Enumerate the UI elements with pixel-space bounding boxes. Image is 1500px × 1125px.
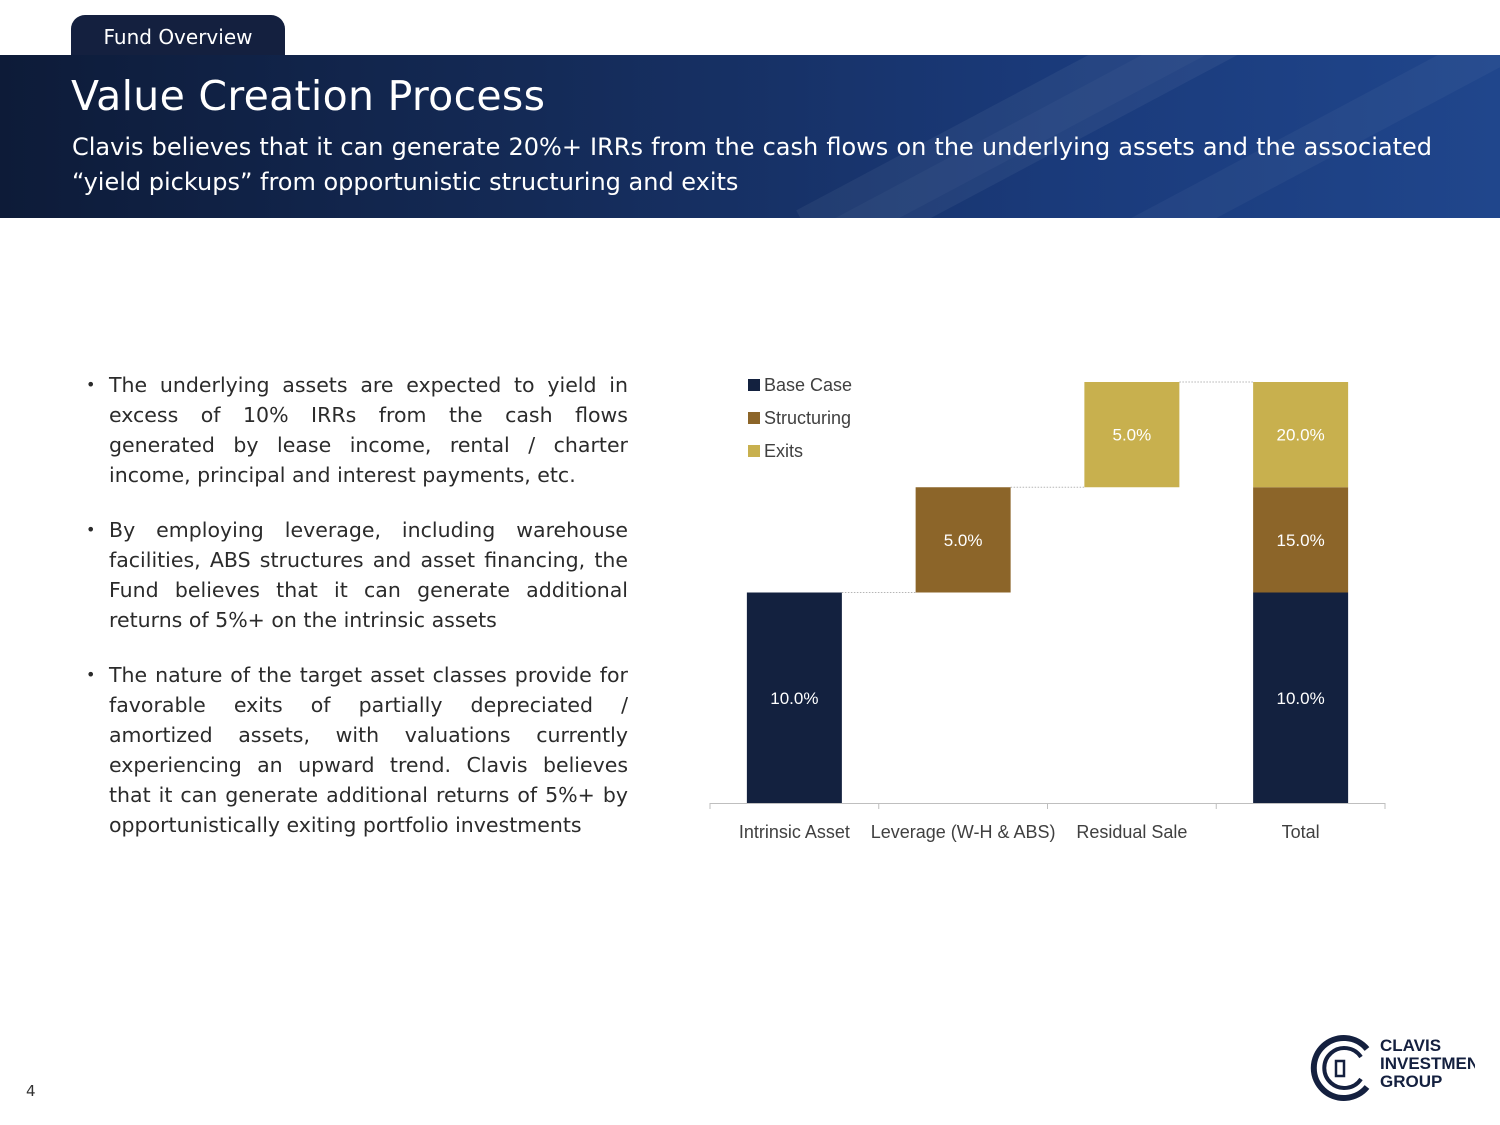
data-label: 20.0% (1277, 426, 1325, 445)
x-tick-label: Total (1282, 822, 1320, 842)
bullet-list: The underlying assets are expected to yi… (86, 370, 628, 865)
logo-mark-icon (1310, 1035, 1370, 1101)
bar (915, 487, 1011, 593)
page-subtitle: Clavis believes that it can generate 20%… (72, 133, 1432, 196)
legend-swatch (748, 445, 760, 457)
data-label: 5.0% (1113, 426, 1152, 445)
x-tick-label: Residual Sale (1076, 822, 1187, 842)
page-title: Value Creation Process (71, 72, 546, 120)
bar (1084, 382, 1180, 488)
page-number: 4 (26, 1082, 36, 1100)
x-tick-label: Intrinsic Asset (739, 822, 850, 842)
data-label: 5.0% (944, 531, 983, 550)
legend-swatch (748, 379, 760, 391)
x-tick-label: Leverage (W-H & ABS) (871, 822, 1056, 842)
bar (1253, 487, 1349, 593)
clavis-logo: CLAVIS INVESTMENT GROUP (1310, 1035, 1475, 1101)
bar (746, 592, 842, 803)
data-label: 10.0% (1277, 689, 1325, 708)
data-label: 10.0% (770, 689, 818, 708)
bar (1253, 592, 1349, 803)
legend-label: Structuring (764, 408, 851, 428)
data-label: 15.0% (1277, 531, 1325, 550)
legend-swatch (748, 412, 760, 424)
section-tab: Fund Overview (71, 15, 285, 56)
bullet-item: By employing leverage, including warehou… (86, 515, 628, 635)
legend-label: Base Case (764, 375, 852, 395)
logo-mark-icon (1334, 1059, 1346, 1078)
bullet-item: The nature of the target asset classes p… (86, 660, 628, 840)
header-banner (0, 55, 1500, 218)
bullet-item: The underlying assets are expected to yi… (86, 370, 628, 490)
logo-wordmark: CLAVIS INVESTMENT GROUP (1380, 1036, 1475, 1091)
legend-label: Exits (764, 441, 803, 461)
waterfall-chart: 10.0% 10.0% 5.0% 15.0% 5.0% 20.0% Intrinsic As… (709, 375, 1386, 842)
bar (1253, 382, 1349, 488)
